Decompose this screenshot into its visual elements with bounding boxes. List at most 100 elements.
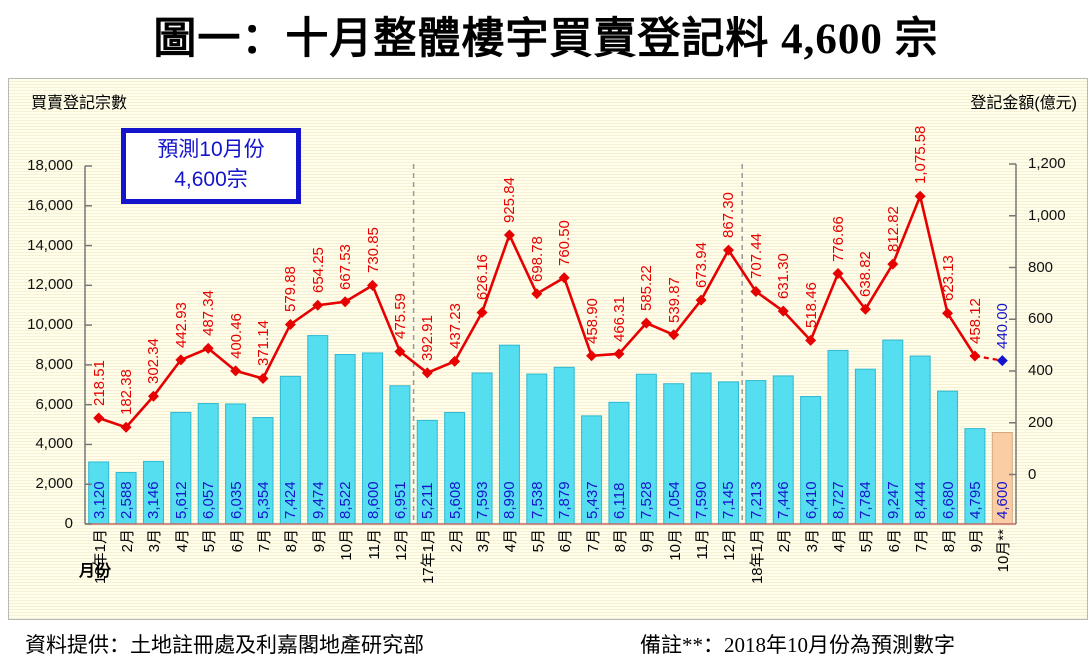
line-marker bbox=[367, 279, 379, 291]
line-marker bbox=[722, 244, 734, 256]
bar-value-label: 7,528 bbox=[638, 481, 656, 519]
left-axis-tick-label: 4,000 bbox=[35, 435, 73, 453]
line-value-label: 707.44 bbox=[747, 233, 765, 280]
left-axis-title: 買賣登記宗數 bbox=[31, 95, 128, 112]
data-source-note: 資料提供：土地註冊處及利嘉閣地產研究部 bbox=[25, 633, 424, 657]
line-value-label: 400.46 bbox=[227, 312, 245, 359]
right-axis-tick-label: 400 bbox=[1028, 362, 1054, 379]
x-axis-label: 10月** bbox=[995, 529, 1013, 573]
right-axis-tick-label: 600 bbox=[1028, 310, 1054, 328]
bar-value-label: 5,612 bbox=[172, 481, 190, 519]
forecast-annotation: 預測10月份 4,600宗 bbox=[121, 128, 301, 204]
line-marker bbox=[394, 345, 406, 357]
right-axis-tick-label: 800 bbox=[1028, 258, 1054, 276]
bar-value-label: 6,951 bbox=[391, 481, 409, 519]
left-axis-tick-label: 2,000 bbox=[35, 475, 73, 493]
line-marker bbox=[531, 288, 543, 300]
bar-value-label: 5,608 bbox=[446, 481, 464, 519]
line-value-label: 458.12 bbox=[966, 298, 984, 344]
line-marker bbox=[695, 294, 707, 306]
line-value-label: 812.82 bbox=[884, 206, 902, 253]
bar-value-label: 5,354 bbox=[254, 481, 272, 519]
line-value-label: 626.16 bbox=[474, 254, 492, 301]
bar-value-label: 7,590 bbox=[693, 481, 711, 519]
bar-value-label: 7,145 bbox=[720, 481, 738, 519]
right-axis-tick-label: 1,200 bbox=[1028, 155, 1066, 172]
line-marker bbox=[805, 334, 817, 346]
line-value-label: 466.31 bbox=[610, 295, 628, 342]
x-axis-label: 9月 bbox=[967, 529, 985, 553]
bar-value-label: 7,446 bbox=[775, 481, 793, 519]
line-marker bbox=[230, 365, 242, 377]
line-marker bbox=[969, 350, 981, 362]
bar-value-label: 7,784 bbox=[857, 481, 875, 519]
bar-value-label: 8,727 bbox=[830, 481, 847, 519]
line-value-label: 302.34 bbox=[145, 338, 163, 385]
line-value-label: 925.84 bbox=[501, 177, 519, 223]
left-axis-tick-label: 14,000 bbox=[27, 236, 73, 254]
line-value-label: 442.93 bbox=[172, 302, 190, 348]
chart-area: 買賣登記宗數 登記金額(億元) 預測10月份 4,600宗 0 2,000 4,00… bbox=[8, 78, 1088, 620]
x-axis-label: 8月 bbox=[283, 529, 301, 553]
x-axis-label: 3月 bbox=[803, 529, 821, 553]
line-marker bbox=[942, 307, 954, 319]
bar-value-label: 8,600 bbox=[364, 481, 382, 519]
line-marker bbox=[832, 268, 844, 280]
line-marker bbox=[120, 421, 132, 433]
line-value-label: 475.59 bbox=[391, 293, 409, 340]
forecast-footnote: 備註**：2018年10月份為預測數字 bbox=[640, 633, 955, 657]
x-axis-label: 17年1月 bbox=[420, 529, 438, 585]
bar-value-label: 4,600 bbox=[994, 481, 1012, 519]
left-axis-tick-label: 12,000 bbox=[27, 276, 73, 294]
bar-value-label: 6,035 bbox=[227, 481, 245, 519]
x-axis-label: 5月 bbox=[201, 529, 219, 553]
bar-value-label: 7,593 bbox=[474, 481, 492, 519]
bar-value-label: 7,424 bbox=[282, 481, 300, 519]
x-axis-label: 11月 bbox=[694, 529, 712, 560]
line-marker bbox=[777, 305, 789, 317]
bar-value-label: 7,054 bbox=[665, 481, 683, 519]
bar-value-label: 9,247 bbox=[884, 481, 902, 519]
x-axis-label: 4月 bbox=[502, 529, 520, 553]
line-marker bbox=[859, 303, 871, 315]
line-value-label: 631.30 bbox=[775, 253, 793, 300]
bar-value-label: 8,444 bbox=[912, 481, 930, 519]
x-axis-label: 6月 bbox=[228, 529, 246, 553]
x-axis-label: 4月 bbox=[831, 529, 848, 553]
line-value-label: 1,075.58 bbox=[912, 125, 930, 185]
line-marker bbox=[887, 258, 899, 270]
line-marker bbox=[640, 317, 652, 329]
x-axis-label: 10月 bbox=[666, 529, 684, 561]
line-value-label: 667.53 bbox=[337, 243, 355, 290]
line-value-label: 440.00 bbox=[994, 302, 1012, 349]
line-value-label: 487.34 bbox=[200, 290, 218, 337]
line-value-label: 673.94 bbox=[693, 242, 711, 289]
line-value-label: 730.85 bbox=[364, 227, 382, 274]
bar-value-label: 5,437 bbox=[583, 481, 601, 519]
right-axis-tick-label: 1,000 bbox=[1028, 206, 1066, 224]
left-axis-tick-label: 16,000 bbox=[27, 196, 73, 214]
line-marker bbox=[668, 329, 680, 341]
line-value-label: 218.51 bbox=[90, 360, 108, 406]
bar-value-label: 8,522 bbox=[337, 481, 355, 519]
page-title: 圖一：十月整體樓宇買賣登記料 4,600 宗 bbox=[153, 16, 939, 63]
line-marker bbox=[147, 390, 159, 402]
line-value-label: 437.23 bbox=[446, 303, 464, 350]
line-value-label: 654.25 bbox=[309, 247, 327, 294]
line-value-label: 392.91 bbox=[419, 314, 437, 361]
line-marker bbox=[284, 318, 296, 330]
forecast-marker bbox=[996, 355, 1008, 367]
line-value-label: 579.88 bbox=[282, 266, 300, 313]
bar-value-label: 5,211 bbox=[419, 482, 437, 519]
line-value-label: 698.78 bbox=[528, 235, 546, 282]
x-axis-label: 8月 bbox=[940, 529, 958, 553]
forecast-annotation-line1: 預測10月份 bbox=[157, 138, 265, 161]
x-axis-label: 7月 bbox=[255, 529, 273, 553]
line-value-label: 539.87 bbox=[665, 276, 683, 323]
x-axis-label: 6月 bbox=[557, 529, 575, 553]
line-marker bbox=[421, 367, 433, 379]
line-value-label: 458.90 bbox=[583, 297, 601, 344]
x-axis-label: 7月 bbox=[584, 529, 602, 553]
line-marker bbox=[202, 342, 214, 354]
left-axis-tick-label: 8,000 bbox=[35, 355, 73, 373]
